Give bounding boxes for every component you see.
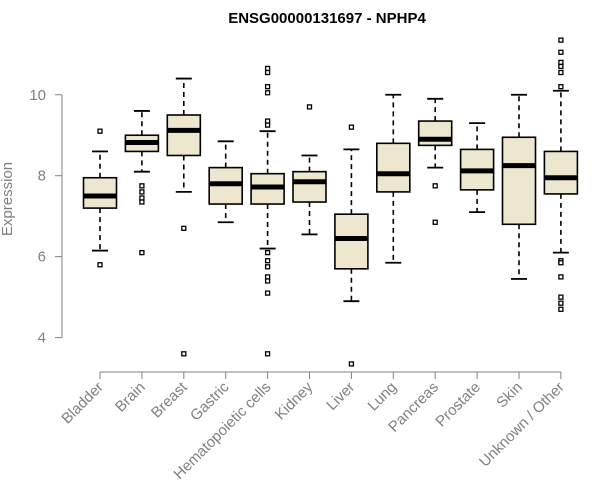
outlier-point (558, 274, 564, 280)
x-tick-label: Brain (112, 379, 149, 416)
x-tick-label: Prostate (432, 379, 484, 431)
box-skin (501, 93, 537, 280)
chart-title: ENSG00000131697 - NPHP4 (228, 10, 426, 27)
outlier-point (139, 189, 145, 195)
y-tick-label: 8 (38, 168, 46, 185)
x-tick-label: Kidney (272, 378, 317, 423)
x-tick-label: Skin (493, 379, 526, 412)
outlier-point (264, 122, 271, 128)
y-tick-label: 4 (38, 330, 46, 347)
box-kidney (292, 104, 327, 236)
outlier-point (97, 262, 103, 268)
x-tick-label: Bladder (58, 379, 107, 428)
outlier-point (181, 225, 187, 231)
outlier-point (264, 84, 271, 90)
outlier-point (264, 290, 271, 296)
y-axis: 4 6 8 10 (29, 87, 63, 347)
box-hematopoietic-cells (250, 65, 285, 357)
box-unknown-other (543, 37, 579, 312)
box-prostate (459, 122, 495, 214)
outlier-point (306, 104, 313, 110)
outlier-point (558, 260, 564, 266)
outlier-point (558, 294, 564, 300)
outlier-point (264, 90, 271, 96)
outlier-point (348, 124, 355, 130)
iqr-box (375, 142, 411, 193)
boxes-group (82, 37, 579, 367)
outlier-point (139, 183, 145, 189)
box-liver (334, 124, 369, 367)
outlier-point (558, 300, 564, 306)
outlier-point (139, 249, 145, 256)
box-brain (124, 110, 160, 256)
iqr-box (82, 176, 118, 209)
outlier-point (432, 183, 438, 189)
outlier-point (264, 351, 271, 357)
outlier-point (558, 69, 564, 76)
outlier-point (264, 258, 271, 264)
outlier-point (181, 351, 187, 357)
outlier-point (432, 219, 438, 225)
iqr-box (334, 213, 369, 270)
iqr-box (543, 150, 579, 195)
outlier-point (264, 264, 271, 270)
x-tick-label: Lung (365, 379, 401, 415)
y-axis-label: Expression (0, 162, 16, 236)
outlier-point (558, 84, 564, 90)
box-lung (375, 93, 411, 264)
outlier-point (264, 249, 271, 256)
outlier-point (139, 199, 145, 205)
outlier-point (558, 63, 564, 70)
box-breast (166, 77, 202, 357)
box-bladder (82, 128, 118, 268)
outlier-point (558, 306, 564, 312)
outlier-point (348, 361, 355, 367)
y-tick-label: 10 (29, 87, 46, 104)
x-tick-label: Liver (323, 379, 358, 414)
outlier-point (264, 69, 271, 76)
outlier-point (558, 37, 564, 43)
box-gastric (208, 140, 243, 224)
iqr-box (501, 136, 537, 226)
box-pancreas (417, 97, 453, 225)
outlier-point (97, 128, 103, 134)
outlier-point (558, 49, 564, 55)
x-tick-label: Breast (148, 378, 191, 421)
outlier-point (264, 278, 271, 284)
iqr-box (166, 114, 202, 157)
y-tick-label: 6 (38, 249, 46, 266)
iqr-box (292, 170, 327, 203)
